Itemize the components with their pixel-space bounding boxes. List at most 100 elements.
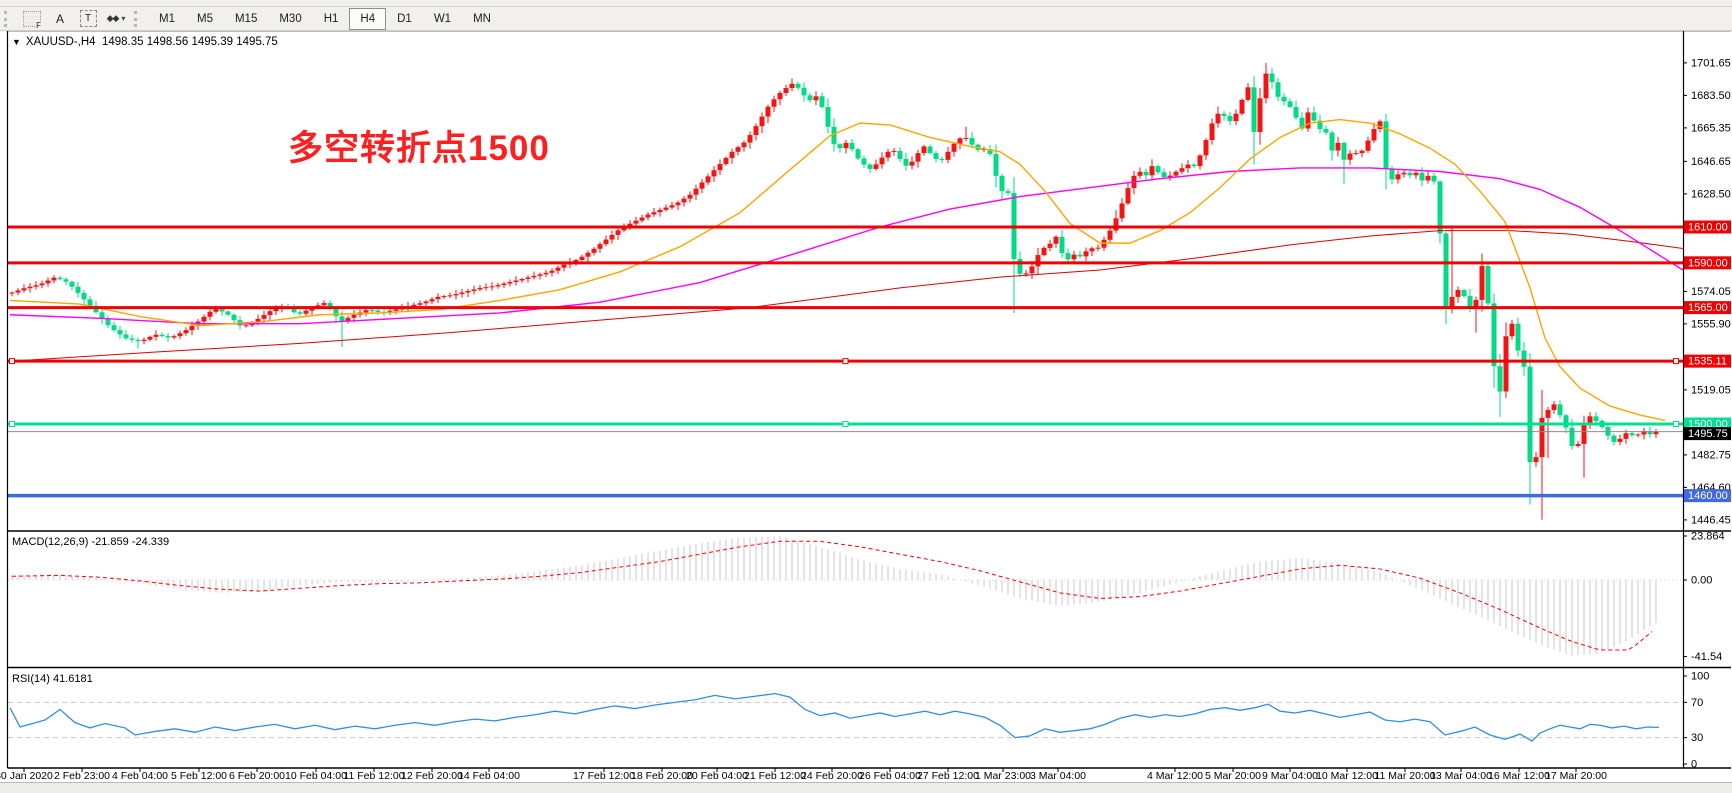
date-label: 17 Mar 20:00: [1545, 770, 1607, 782]
collapse-triangle-icon[interactable]: ▼: [12, 37, 21, 47]
rsi-panel[interactable]: [8, 692, 1683, 742]
timeframe-button-m15[interactable]: M15: [234, 12, 258, 25]
ma-mid-magenta: [9, 167, 1683, 325]
svg-text:1482.75: 1482.75: [1691, 449, 1731, 461]
timeframe-button-m30[interactable]: M30: [279, 12, 302, 25]
timeframe-toolbar-drag-handle[interactable]: [134, 10, 142, 27]
arrows-icon[interactable]: ◆◆ ▾: [106, 13, 126, 23]
hline-anchor: [9, 421, 15, 427]
svg-text:-41.54: -41.54: [1691, 651, 1722, 663]
price-panel[interactable]: [8, 62, 1683, 520]
dotted-grid-f-icon[interactable]: F: [20, 9, 44, 30]
svg-text:1460.00: 1460.00: [1688, 490, 1728, 502]
date-label: 20 Feb 04:00: [686, 770, 748, 782]
timeframe-button-d1[interactable]: D1: [397, 12, 412, 25]
symbol-label: XAUUSD-,H4: [25, 36, 96, 48]
text-a-icon[interactable]: A: [55, 11, 64, 26]
date-label: 12 Feb 20:00: [401, 770, 463, 782]
svg-text:1565.00: 1565.00: [1688, 302, 1728, 314]
timeframe-button-m5[interactable]: M5: [196, 12, 213, 25]
date-label: 14 Feb 04:00: [458, 770, 520, 782]
text-annotation[interactable]: 多空转折点1500: [288, 129, 550, 168]
toolbar-drag-handle[interactable]: [4, 10, 12, 27]
hline-anchor: [842, 358, 849, 365]
svg-text:1446.45: 1446.45: [1691, 514, 1731, 526]
date-label: 13 Mar 04:00: [1430, 770, 1492, 782]
timeframe-button-mn[interactable]: MN: [473, 12, 491, 25]
date-label: 5 Mar 20:00: [1205, 770, 1261, 782]
hline-price-label-1565.00[interactable]: [1684, 301, 1731, 315]
hline-anchor: [1673, 358, 1679, 365]
price-axis[interactable]: 1701.65 1683.50 1665.35 1646.65 1628.50 1574.…: [1683, 57, 1731, 771]
svg-text:1574.05: 1574.05: [1691, 286, 1731, 298]
date-label: 9 Mar 04:00: [1262, 770, 1318, 782]
ma-fast-orange: [9, 118, 1666, 422]
hline-price-label-1590.00[interactable]: [1684, 256, 1731, 270]
date-label: 1 Mar 23:00: [975, 770, 1031, 782]
bottom-strip: [0, 782, 1732, 793]
svg-text:1495.75: 1495.75: [1688, 428, 1728, 440]
timeframe-button-group: M1 M5 M15 M30 H1 H4 D1 W1 MN: [148, 7, 502, 30]
svg-text:100: 100: [1691, 671, 1709, 683]
timeframe-button-m1[interactable]: M1: [159, 12, 175, 25]
date-label: 10 Feb 04:00: [285, 770, 347, 782]
hline-price-label-1610.00[interactable]: [1684, 220, 1731, 234]
svg-text:70: 70: [1691, 697, 1703, 709]
date-label: 16 Mar 12:00: [1488, 770, 1550, 782]
date-label: 18 Feb 20:00: [631, 770, 693, 782]
macd-signal-line: [11, 540, 1653, 651]
date-axis[interactable]: 30 Jan 2020 2 Feb 23:00 4 Feb 04:00 5 Feb 1…: [0, 768, 1607, 782]
svg-text:1646.65: 1646.65: [1691, 156, 1731, 168]
svg-text:1590.00: 1590.00: [1688, 257, 1728, 269]
date-label: 21 Feb 12:00: [744, 770, 806, 782]
candles: [9, 62, 1659, 520]
hline-anchor: [1673, 421, 1679, 427]
date-label: 27 Feb 12:00: [917, 770, 979, 782]
text-label-icon[interactable]: T: [76, 9, 100, 29]
date-label: 4 Mar 12:00: [1147, 770, 1203, 782]
hline-price-label-1535.11[interactable]: [1684, 354, 1731, 368]
ma-slow-red: [8, 230, 1683, 362]
date-label: 4 Feb 04:00: [112, 770, 168, 782]
panel-borders: [6, 29, 1731, 769]
timeframe-button-w1[interactable]: W1: [433, 12, 452, 25]
hline-anchor: [842, 421, 849, 427]
svg-text:1683.50: 1683.50: [1691, 90, 1731, 102]
clipped-upper-toolbar: [0, 0, 1732, 7]
hline-anchor: [9, 358, 15, 365]
date-label: 2 Feb 23:00: [54, 770, 110, 782]
svg-text:1519.05: 1519.05: [1691, 384, 1731, 396]
timeframe-button-h1[interactable]: H1: [323, 12, 339, 25]
date-label: 11 Mar 20:00: [1374, 770, 1435, 782]
macd-indicator-label: MACD(12,26,9) -21.859 -24.339: [12, 536, 170, 548]
chart-ohlc-title: ▼ XAUUSD-,H4 1498.35 1498.56 1495.39 1495…: [12, 36, 278, 48]
rsi-indicator-label: RSI(14) 41.6181: [12, 673, 93, 685]
current-price-label[interactable]: [1684, 427, 1731, 441]
date-label: 17 Feb 12:00: [573, 770, 635, 782]
svg-text:1535.11: 1535.11: [1688, 356, 1727, 368]
main-toolbar: F A T ◆◆ ▾ M1 M5 M15 M30 H1 H4 D1 W1 MN: [0, 7, 1732, 31]
svg-text:1555.90: 1555.90: [1691, 318, 1731, 330]
chevron-down-icon: ▾: [121, 14, 126, 23]
macd-panel[interactable]: [8, 536, 1683, 656]
date-label: 24 Feb 20:00: [801, 770, 863, 782]
ohlc-values: 1498.35 1498.56 1495.39 1495.75: [101, 36, 278, 48]
date-label: 30 Jan 2020: [0, 770, 53, 782]
svg-text:1665.35: 1665.35: [1691, 122, 1731, 134]
date-label: 11 Feb 12:00: [343, 770, 404, 782]
svg-text:0.00: 0.00: [1691, 575, 1712, 587]
hline-price-label-1460.00[interactable]: [1684, 489, 1731, 503]
svg-text:1610.00: 1610.00: [1688, 222, 1728, 234]
svg-text:30: 30: [1691, 732, 1703, 744]
date-label: 5 Feb 12:00: [171, 770, 227, 782]
rsi-line: [9, 692, 1660, 742]
date-label: 26 Feb 04:00: [859, 770, 921, 782]
date-label: 6 Feb 20:00: [229, 770, 285, 782]
date-label: 10 Mar 12:00: [1316, 770, 1378, 782]
timeframe-button-h4[interactable]: H4: [349, 7, 387, 30]
svg-text:1701.65: 1701.65: [1691, 57, 1731, 69]
svg-text:23.864: 23.864: [1691, 531, 1725, 543]
svg-text:0: 0: [1691, 759, 1697, 771]
